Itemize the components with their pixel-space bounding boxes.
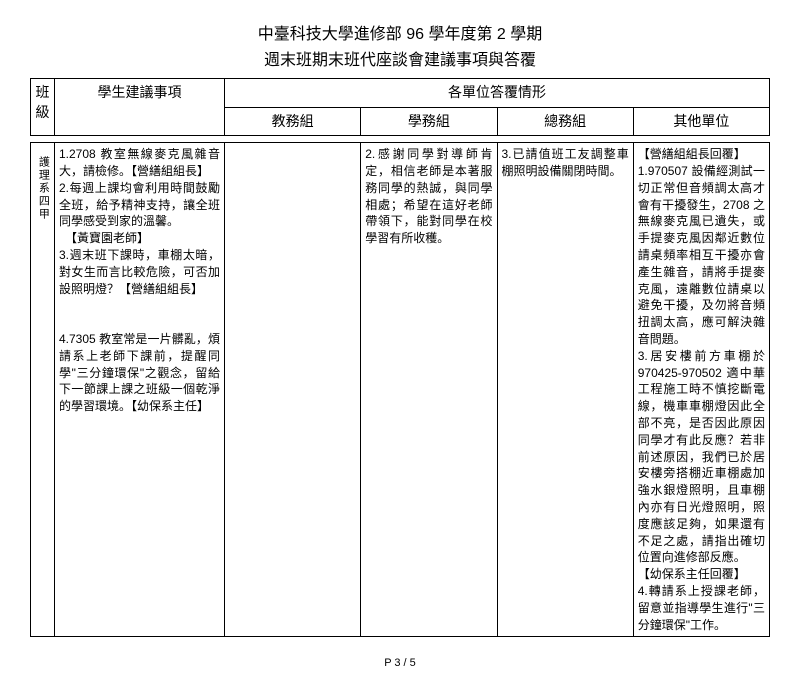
header-suggest: 學生建議事項 [55, 79, 225, 136]
cell-unit3: 3.已請值班工友調整車棚照明設備關閉時間。 [497, 143, 633, 637]
header-unit2: 學務組 [361, 107, 497, 136]
cell-class: 護理系四甲 [31, 143, 55, 637]
class-label: 護理系四甲 [35, 146, 50, 221]
cell-unit1 [225, 143, 361, 637]
header-units-group: 各單位答覆情形 [225, 79, 770, 108]
title-line1: 中臺科技大學進修部 96 學年度第 2 學期 [30, 20, 770, 44]
header-unit1: 教務組 [225, 107, 361, 136]
cell-suggest: 1.2708 教室無線麥克風雜音大，請檢修。【營繕組組長】2.每週上課均會利用時… [55, 143, 225, 637]
header-class: 班級 [31, 79, 55, 136]
header-unit3: 總務組 [497, 107, 633, 136]
cell-unit4: 【營繕組組長回覆】1.970507 設備經測試一切正常但音頻調太高才會有干擾發生… [633, 143, 769, 637]
header-unit4: 其他單位 [633, 107, 769, 136]
page-number: P 3 / 5 [30, 657, 770, 669]
main-table: 班級 學生建議事項 各單位答覆情形 教務組 學務組 總務組 其他單位 護理系四甲… [30, 78, 770, 637]
cell-unit2: 2.感謝同學對導師肯定，相信老師是本著服務同學的熱誠，與同學相處；希望在這好老師… [361, 143, 497, 637]
title-line2: 週末班期末班代座談會建議事項與答覆 [30, 46, 770, 70]
